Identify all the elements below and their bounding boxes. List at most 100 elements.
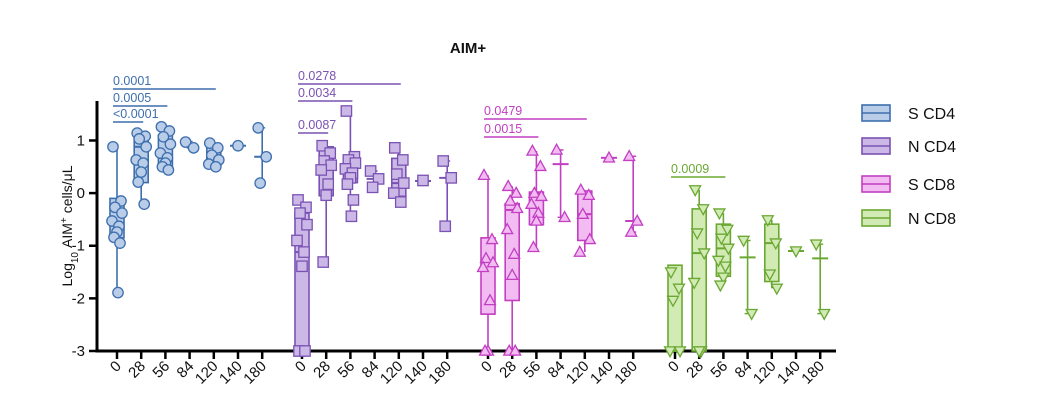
x-tick-label: 120: [563, 358, 593, 388]
data-point: [164, 138, 177, 151]
data-point: [157, 130, 170, 143]
data-point: [417, 174, 429, 187]
data-point: [315, 164, 328, 176]
data-point: [116, 207, 128, 219]
x-tick-label: 120: [192, 358, 222, 388]
y-axis-title-part: +: [59, 217, 70, 223]
data-point: [298, 246, 310, 258]
data-point: [445, 171, 458, 184]
y-tick-label: 1: [77, 132, 85, 149]
data-point: [294, 207, 306, 219]
y-axis-title-part: 10: [70, 252, 81, 264]
data-point: [292, 194, 304, 206]
data-point: [711, 255, 725, 268]
data-point: [531, 206, 545, 218]
data-point: [576, 207, 590, 219]
significance-label: 0.0479: [484, 104, 522, 118]
y-axis-title-part: AIM: [59, 223, 75, 248]
x-tick-label: 140: [774, 358, 804, 388]
legend-label: N CD4: [908, 139, 956, 156]
data-point: [761, 215, 775, 228]
data-point: [107, 140, 119, 153]
data-point: [316, 139, 329, 152]
data-point: [439, 220, 452, 233]
data-point: [507, 247, 521, 259]
y-tick-label: 0: [77, 185, 85, 202]
data-point: [211, 141, 224, 154]
data-point: [340, 105, 353, 117]
data-point: [714, 233, 728, 246]
x-tick-label: 28: [310, 358, 334, 382]
x-tick-label: 0: [107, 358, 125, 376]
data-point: [325, 159, 338, 172]
x-tick-label: 140: [401, 358, 431, 388]
data-point: [712, 208, 726, 221]
significance-label: 0.0001: [113, 74, 151, 88]
data-point: [573, 244, 587, 257]
data-point: [187, 141, 200, 154]
data-point: [721, 243, 735, 256]
x-tick-label: 120: [377, 358, 407, 388]
data-point: [320, 189, 333, 202]
data-point: [809, 239, 823, 252]
y-tick-label: -1: [72, 238, 85, 255]
data-point: [135, 166, 148, 178]
data-point: [133, 133, 146, 145]
significance-label: 0.0087: [298, 118, 336, 132]
data-point: [510, 201, 524, 214]
y-axis-title-part: Log: [59, 263, 75, 286]
data-point: [301, 218, 313, 231]
x-tick-label: 56: [149, 358, 173, 382]
data-point: [690, 228, 704, 241]
box: [667, 264, 683, 352]
data-point: [397, 177, 410, 189]
data-point: [737, 235, 751, 248]
data-point: [476, 260, 490, 273]
x-tick-label: 28: [496, 358, 520, 382]
data-point: [437, 155, 450, 167]
data-point: [745, 308, 759, 321]
data-point: [347, 194, 360, 206]
data-point: [388, 141, 401, 154]
data-point: [769, 238, 783, 251]
data-point: [763, 269, 777, 282]
data-point: [162, 164, 175, 176]
data-point: [718, 261, 732, 274]
data-point: [179, 136, 192, 148]
data-point: [396, 154, 409, 166]
data-point: [525, 143, 539, 156]
data-point: [366, 181, 379, 194]
data-point: [485, 232, 499, 245]
data-point: [770, 283, 784, 296]
data-point: [574, 182, 588, 195]
data-point: [479, 251, 493, 264]
data-point: [817, 308, 831, 321]
data-point: [716, 272, 730, 285]
data-point: [501, 179, 515, 192]
data-point: [500, 222, 514, 235]
data-point: [296, 260, 308, 273]
data-point: [478, 343, 492, 356]
data-point: [526, 240, 540, 253]
y-axis-title-part: cells/μL: [59, 165, 75, 213]
data-point: [364, 165, 377, 177]
data-point: [345, 210, 358, 223]
data-point: [713, 280, 727, 293]
significance-label: 0.0278: [298, 69, 336, 83]
data-point: [254, 177, 267, 189]
data-point: [533, 159, 547, 172]
legend-label: N CD8: [908, 211, 956, 228]
x-tick-label: 56: [520, 358, 544, 382]
data-point: [483, 293, 497, 306]
significance-label: <0.0001: [113, 107, 159, 121]
data-point: [697, 248, 711, 261]
significance-label: 0.0015: [484, 122, 522, 136]
data-point: [372, 173, 385, 185]
x-tick-label: 56: [707, 358, 731, 382]
x-tick-label: 180: [425, 358, 455, 388]
data-point: [341, 178, 354, 191]
data-point: [529, 213, 543, 226]
data-point: [252, 121, 265, 134]
data-point: [349, 157, 362, 169]
